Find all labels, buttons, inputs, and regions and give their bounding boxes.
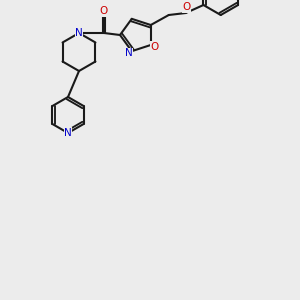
Text: O: O xyxy=(151,42,159,52)
Text: N: N xyxy=(75,28,83,38)
Text: O: O xyxy=(183,2,191,12)
Text: O: O xyxy=(100,6,108,16)
Text: N: N xyxy=(64,128,72,138)
Text: N: N xyxy=(125,48,133,58)
